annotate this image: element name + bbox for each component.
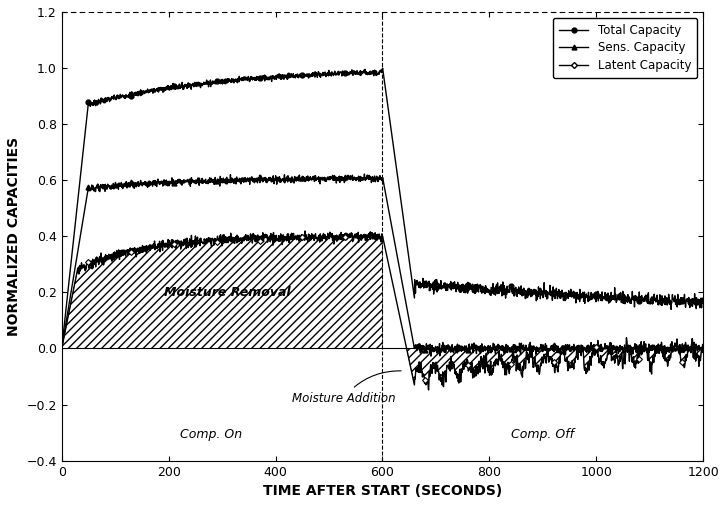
Text: Comp. Off: Comp. Off xyxy=(511,428,574,441)
Text: Moisture Addition: Moisture Addition xyxy=(292,371,401,405)
Text: Moisture Removal: Moisture Removal xyxy=(164,286,290,299)
Y-axis label: NORMALIZED CAPACITIES: NORMALIZED CAPACITIES xyxy=(7,137,21,336)
X-axis label: TIME AFTER START (SECONDS): TIME AFTER START (SECONDS) xyxy=(263,484,502,498)
Legend: Total Capacity, Sens. Capacity, Latent Capacity: Total Capacity, Sens. Capacity, Latent C… xyxy=(553,18,697,78)
Text: Comp. On: Comp. On xyxy=(180,428,242,441)
